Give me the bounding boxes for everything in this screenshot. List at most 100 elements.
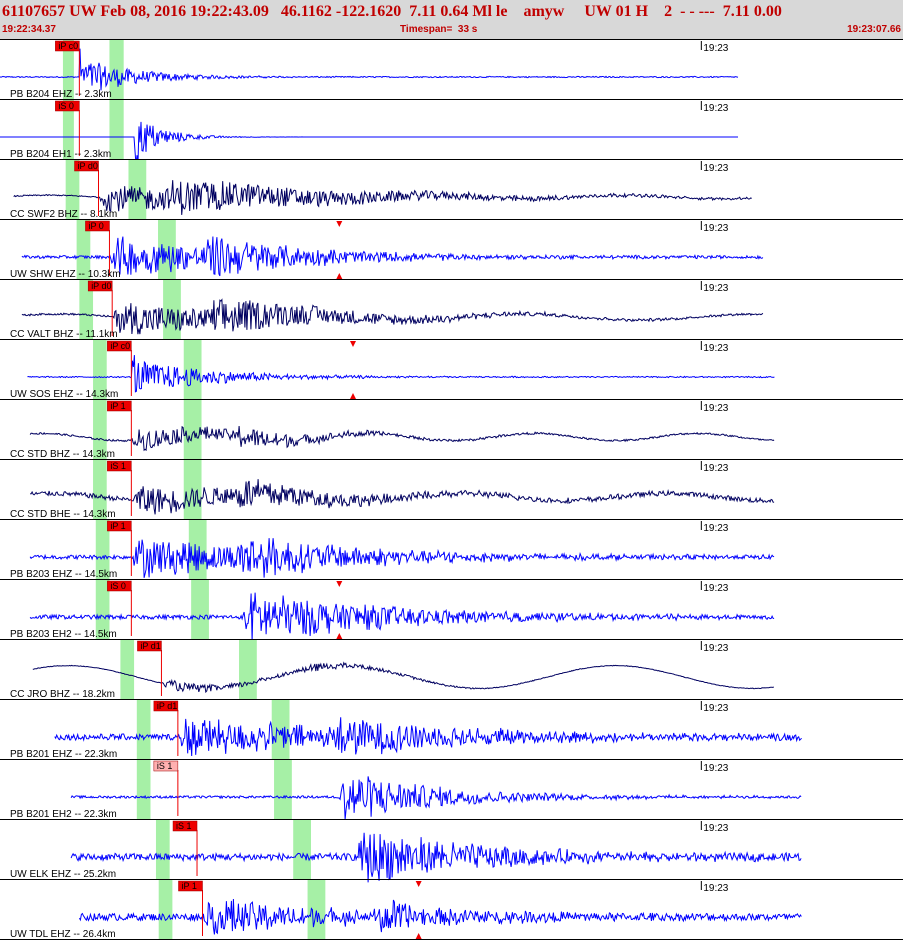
start-time: 19:22:34.37: [2, 24, 56, 35]
pick-window: [62, 100, 74, 160]
station-label: UW SOS EHZ -- 14.3km: [10, 389, 118, 400]
pick-label-box: [74, 160, 99, 172]
station-label: PB B203 EHZ -- 14.5km: [10, 569, 117, 580]
waveform-trace: [29, 538, 775, 578]
pick-window: [136, 700, 151, 760]
pick-window: [293, 820, 311, 880]
pick-window: [76, 220, 91, 280]
station-label: CC JRO BHZ -- 18.2km: [10, 689, 115, 700]
pick-label: iP 0: [88, 221, 103, 231]
pick-label: iP d1: [140, 641, 160, 651]
pick-label: iP d0: [78, 161, 98, 171]
s-marker-top: [336, 221, 343, 227]
pick-window: [62, 40, 74, 100]
pick-label-box: [107, 520, 132, 532]
pick-window: [65, 160, 80, 220]
waveform-trace: [13, 180, 752, 215]
station-label: PB B203 EH2 -- 14.5km: [10, 629, 117, 640]
waveform-trace: [32, 661, 774, 694]
waveform-trace: [78, 898, 802, 935]
pick-window: [155, 820, 170, 880]
minute-label: 19:23: [703, 523, 728, 534]
pick-label-box: [107, 340, 132, 352]
station-label: CC STD BHZ -- 14.3km: [10, 449, 115, 460]
pick-label: iS 1: [157, 761, 173, 771]
minute-label: 19:23: [703, 463, 728, 474]
minute-label: 19:23: [703, 343, 728, 354]
pick-window: [158, 880, 173, 940]
pick-window: [109, 100, 124, 160]
pick-label: iP d1: [157, 701, 177, 711]
pick-window: [120, 640, 135, 700]
pick-window: [274, 760, 292, 820]
minute-label: 19:23: [703, 643, 728, 654]
pick-label: iS 0: [58, 101, 74, 111]
station-label: PB B204 EHZ -- 2.3km: [10, 89, 112, 100]
waveform-trace: [29, 425, 775, 452]
pick-window: [93, 400, 107, 460]
pick-label-box: [178, 880, 203, 892]
station-label: UW TDL EHZ -- 26.4km: [10, 929, 116, 940]
waveform-trace: [27, 355, 775, 393]
pick-window: [307, 880, 326, 940]
pick-label: iP d0: [91, 281, 111, 291]
timespan: Timespan= 33 s: [400, 24, 478, 35]
pick-label-box: [107, 460, 132, 472]
pick-label-box: [153, 760, 179, 772]
pick-label: iP 1: [110, 401, 125, 411]
s-marker-bottom: [349, 393, 356, 399]
end-time: 19:23:07.66: [847, 24, 901, 35]
minute-label: 19:23: [703, 763, 728, 774]
pick-window: [191, 580, 209, 640]
station-label: UW ELK EHZ -- 25.2km: [10, 869, 116, 880]
minute-label: 19:23: [703, 283, 728, 294]
event-info-line: 61107657 UW Feb 08, 2016 19:22:43.09 46.…: [2, 3, 782, 20]
minute-label: 19:23: [703, 43, 728, 54]
pick-label: iP 1: [181, 881, 196, 891]
station-label: UW SHW EHZ -- 10.3km: [10, 269, 121, 280]
minute-label: 19:23: [703, 583, 728, 594]
s-marker-bottom: [336, 633, 343, 639]
waveform-trace: [0, 48, 739, 91]
waveform-trace: [0, 121, 738, 165]
pick-label: iS 0: [110, 581, 126, 591]
minute-label: 19:23: [703, 103, 728, 114]
pick-window: [239, 640, 257, 700]
waveform-trace: [21, 236, 764, 277]
waveform-trace: [21, 298, 764, 335]
s-marker-bottom: [415, 933, 422, 939]
pick-label: iS 1: [110, 461, 126, 471]
pick-label-box: [85, 220, 110, 232]
minute-label: 19:23: [703, 403, 728, 414]
event-header: 61107657 UW Feb 08, 2016 19:22:43.09 46.…: [0, 0, 903, 40]
s-marker-top: [415, 881, 422, 887]
station-label: PB B201 EHZ -- 22.3km: [10, 749, 117, 760]
station-label: PB B204 EH1 -- 2.3km: [10, 149, 111, 160]
minute-label: 19:23: [703, 703, 728, 714]
waveform-trace: [29, 592, 775, 642]
s-marker-bottom: [336, 273, 343, 279]
pick-label: iP c0: [58, 41, 78, 51]
waveform-trace: [70, 832, 802, 883]
pick-window: [128, 160, 147, 220]
pick-label-box: [55, 40, 80, 52]
pick-window: [79, 280, 94, 340]
s-marker-top: [336, 581, 343, 587]
pick-window: [188, 520, 207, 580]
station-label: CC VALT BHZ -- 11.1km: [10, 329, 118, 340]
pick-label-box: [172, 820, 198, 832]
pick-label-box: [107, 400, 132, 412]
pick-label-box: [137, 640, 162, 652]
pick-label-box: [107, 580, 132, 592]
waveform-trace: [70, 776, 802, 820]
minute-label: 19:23: [703, 823, 728, 834]
pick-label: iP c0: [110, 341, 130, 351]
minute-label: 19:23: [703, 883, 728, 894]
minute-label: 19:23: [703, 163, 728, 174]
station-label: PB B201 EH2 -- 22.3km: [10, 809, 117, 820]
station-label: CC STD BHE -- 14.3km: [10, 509, 116, 520]
pick-window: [95, 580, 110, 640]
pick-label-box: [153, 700, 179, 712]
waveform-trace: [30, 479, 775, 515]
